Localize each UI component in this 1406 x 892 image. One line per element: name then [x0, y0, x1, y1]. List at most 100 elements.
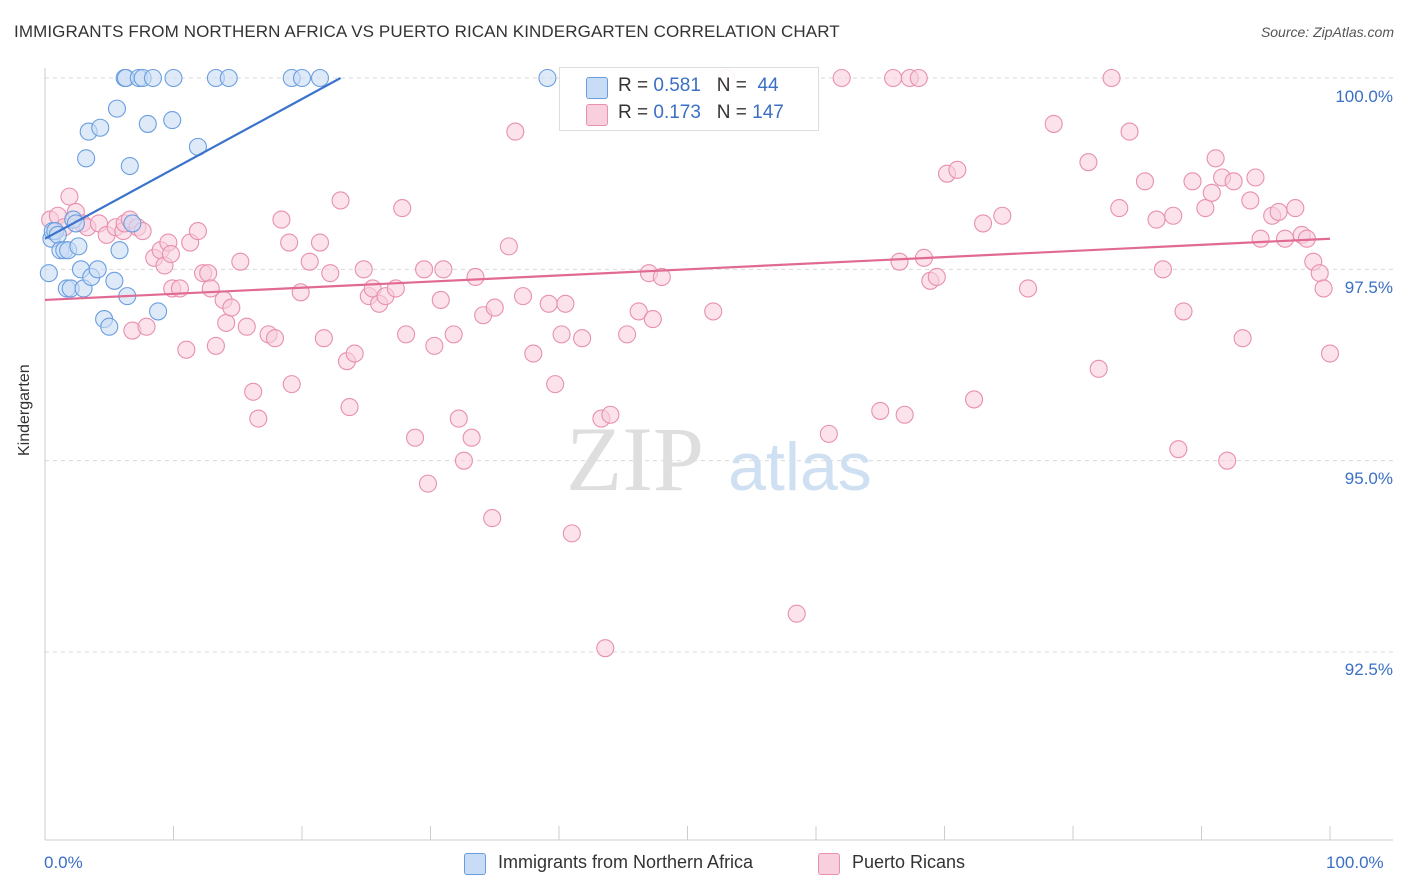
y-tick-100: 100.0%: [1335, 87, 1393, 106]
data-point: [1044, 114, 1063, 133]
data-point: [499, 237, 518, 256]
data-point: [314, 329, 333, 348]
legend-label: Immigrants from Northern Africa: [498, 852, 754, 872]
r-value: 0.581: [653, 75, 701, 96]
data-point: [199, 264, 218, 283]
data-point: [1153, 260, 1172, 279]
data-point: [787, 604, 806, 623]
stats-legend: R = 0.581 N = 44 R = 0.173 N = 147: [559, 67, 819, 131]
data-point: [149, 302, 168, 321]
data-point: [1275, 229, 1295, 248]
data-point: [704, 302, 723, 321]
data-point: [164, 68, 183, 88]
data-point: [1079, 153, 1098, 172]
data-point: [552, 325, 571, 344]
data-point: [1246, 168, 1265, 187]
data-point: [1102, 68, 1121, 88]
pink-swatch-icon: [586, 104, 608, 126]
data-point: [643, 310, 662, 329]
data-point: [1089, 359, 1108, 378]
data-point: [539, 294, 558, 313]
blue-swatch-icon: [586, 77, 608, 99]
watermark: ZIP atlas: [566, 408, 872, 510]
data-point: [292, 68, 312, 88]
watermark-zip: ZIP: [566, 408, 704, 510]
watermark-atlas: atlas: [728, 429, 872, 505]
data-point: [556, 294, 575, 313]
data-point: [1196, 199, 1215, 218]
data-point: [60, 187, 79, 206]
data-point: [321, 264, 340, 283]
data-point: [454, 451, 473, 470]
data-point: [406, 428, 425, 447]
data-point: [1135, 172, 1155, 191]
data-point: [393, 199, 412, 218]
data-point: [107, 99, 127, 118]
blue-swatch-icon: [464, 853, 486, 875]
data-point: [948, 160, 967, 179]
data-point: [331, 191, 350, 210]
data-point: [206, 336, 225, 355]
data-point: [513, 287, 533, 306]
data-point: [39, 264, 58, 283]
data-point: [300, 252, 319, 271]
data-point: [77, 149, 96, 168]
data-point: [310, 233, 330, 252]
r-label: R =: [618, 102, 649, 123]
data-point: [237, 317, 256, 336]
data-point: [434, 260, 453, 279]
data-point: [1164, 206, 1183, 225]
data-point: [110, 241, 129, 260]
trend-lines: [44, 77, 1331, 302]
data-point: [100, 317, 119, 336]
data-point: [890, 252, 909, 271]
x-tick-right: 100.0%: [1326, 853, 1384, 872]
data-point: [219, 68, 238, 88]
pink-swatch-icon: [818, 853, 840, 875]
data-point: [291, 283, 310, 302]
data-point: [449, 409, 468, 428]
data-point: [1018, 279, 1038, 298]
data-point: [249, 409, 268, 428]
axes: [44, 68, 1393, 841]
trend-line: [44, 237, 1331, 302]
data-point: [895, 405, 914, 424]
source-label: Source: ZipAtlas.com: [1260, 24, 1394, 40]
y-tick-95: 95.0%: [1344, 469, 1393, 488]
data-point: [1286, 199, 1305, 218]
data-point: [1320, 344, 1340, 363]
data-point: [1251, 229, 1270, 248]
data-point: [397, 325, 416, 344]
data-point: [1183, 172, 1202, 191]
data-point: [601, 405, 620, 424]
data-point: [69, 237, 88, 256]
data-point: [538, 68, 557, 88]
data-point: [138, 114, 157, 133]
y-tick-97-5: 97.5%: [1344, 278, 1393, 297]
data-point: [629, 302, 648, 321]
data-point: [188, 222, 207, 241]
data-point: [282, 375, 301, 394]
data-point: [927, 267, 946, 287]
data-point: [137, 317, 156, 336]
data-point: [618, 325, 637, 344]
data-point: [1110, 199, 1129, 218]
gridlines: [45, 77, 1393, 653]
data-point: [105, 271, 124, 290]
trend-line: [44, 77, 342, 240]
data-point: [485, 298, 504, 317]
data-point: [1202, 183, 1221, 202]
data-point: [909, 68, 928, 88]
data-point: [272, 210, 291, 229]
data-point: [310, 68, 330, 88]
data-point: [1314, 279, 1333, 298]
data-point: [1120, 122, 1139, 141]
data-point: [462, 428, 481, 447]
data-point: [524, 344, 543, 363]
data-point: [1269, 202, 1288, 221]
data-point: [1224, 172, 1243, 191]
data-point: [483, 509, 502, 528]
data-point: [143, 68, 162, 88]
data-point: [832, 68, 851, 88]
